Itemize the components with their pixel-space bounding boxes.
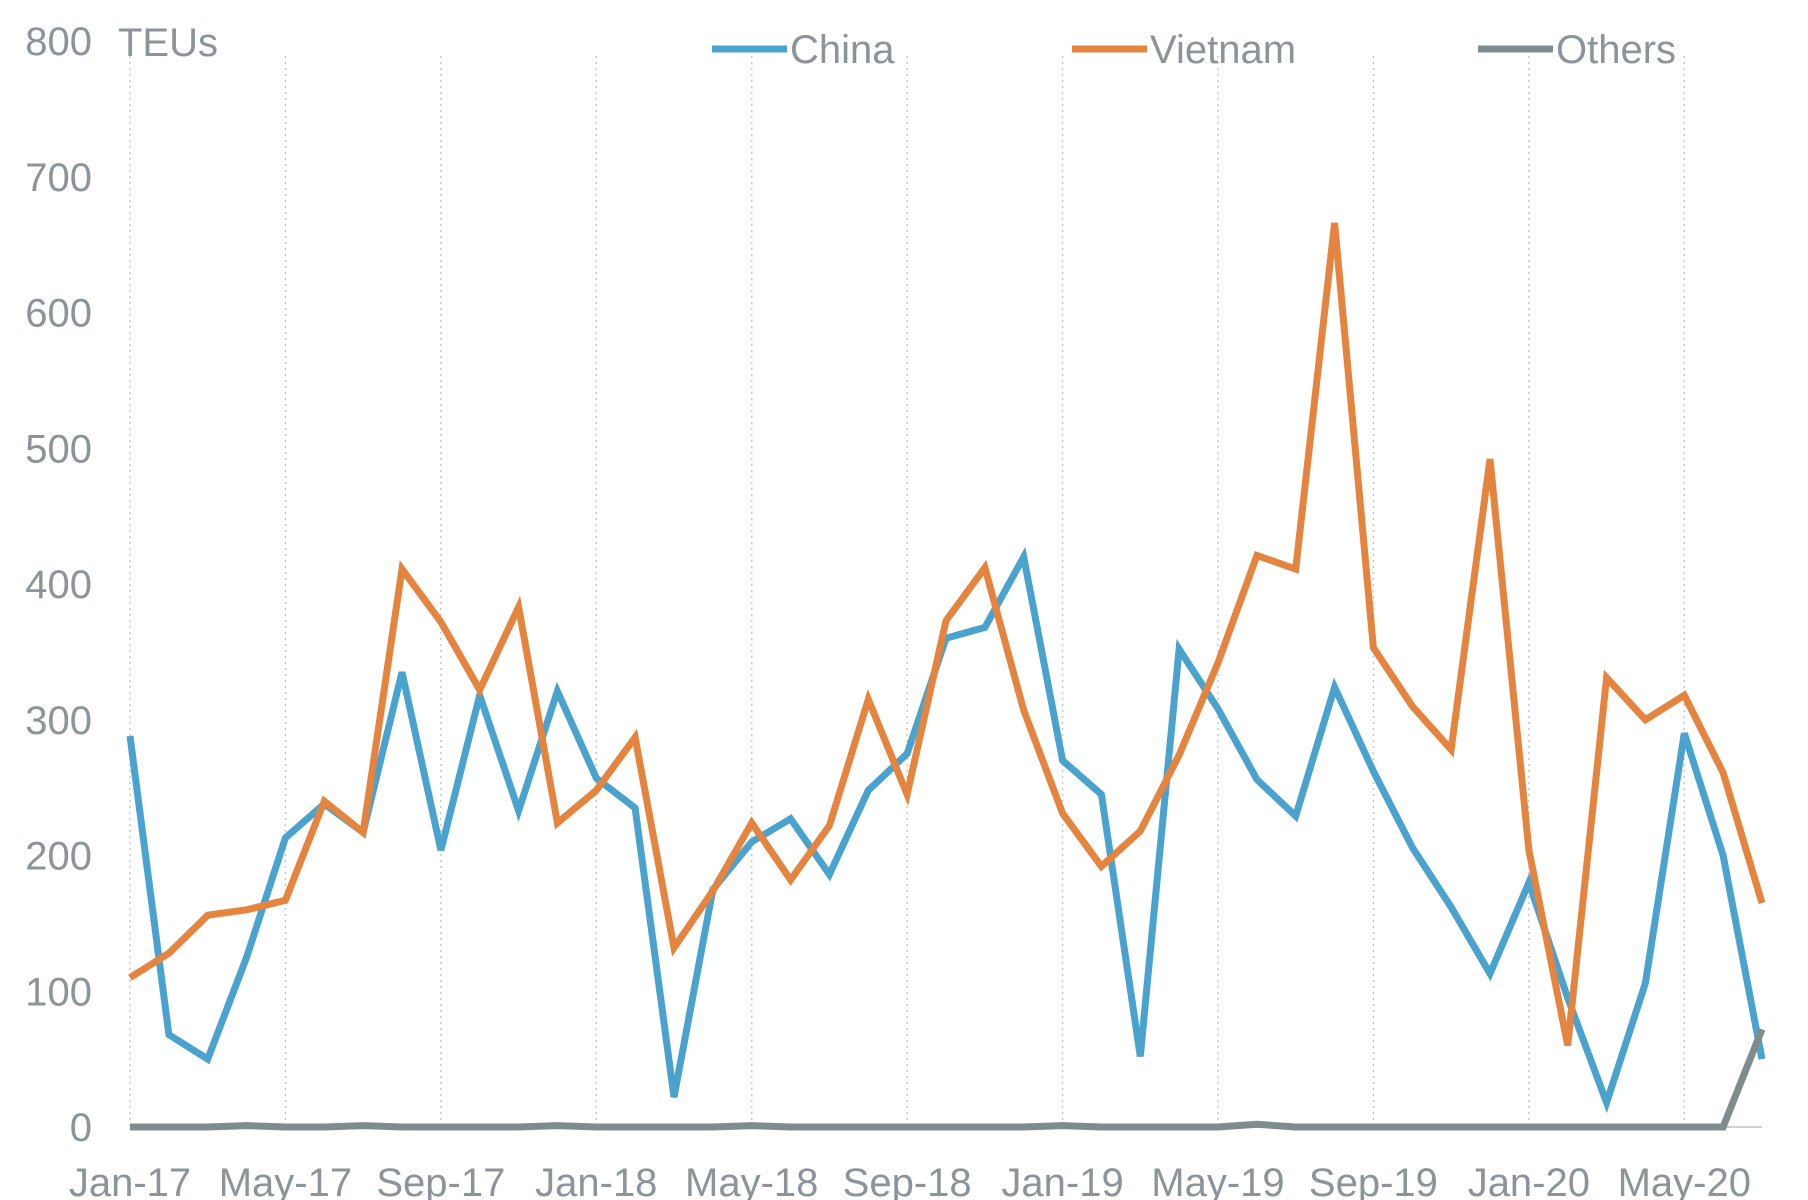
- x-tick-label: Sep-17: [376, 1161, 505, 1200]
- gridlines: [129, 56, 1686, 1127]
- x-tick-label: Jan-19: [1001, 1161, 1123, 1200]
- y-tick-label: 400: [25, 563, 92, 607]
- y-tick-label: 600: [25, 292, 92, 336]
- x-tick-label: Jan-18: [535, 1161, 657, 1200]
- x-tick-label: May-19: [1151, 1161, 1284, 1200]
- x-tick-label: May-17: [219, 1161, 352, 1200]
- y-tick-label: 0: [70, 1106, 92, 1150]
- series-line-china: [126, 546, 1766, 1114]
- x-tick-label: Jan-17: [69, 1161, 191, 1200]
- legend-label-china: China: [790, 28, 895, 72]
- x-tick-label: Sep-19: [1309, 1161, 1438, 1200]
- y-tick-label: 800: [25, 20, 92, 64]
- y-tick-label: 100: [25, 970, 92, 1014]
- legend: China Vietnam Others: [712, 28, 1676, 72]
- x-tick-label: Jan-20: [1468, 1161, 1590, 1200]
- y-tick-label: 700: [25, 156, 92, 200]
- series-line-others: [130, 1028, 1766, 1131]
- x-tick-label: May-18: [685, 1161, 818, 1200]
- y-axis-unit-label: TEUs: [118, 21, 218, 65]
- legend-label-vietnam: Vietnam: [1150, 28, 1296, 72]
- axes: Jan-17 May-17 Sep-17 Jan-18 May-18 Sep-18 Jan-…: [25, 20, 1762, 1200]
- y-tick-label: 200: [25, 835, 92, 879]
- series-lines: [126, 222, 1766, 1131]
- legend-label-others: Others: [1556, 28, 1676, 72]
- y-tick-label: 300: [25, 699, 92, 743]
- x-tick-label: May-20: [1618, 1161, 1751, 1200]
- x-tick-label: Sep-18: [843, 1161, 972, 1200]
- series-line-vietnam: [128, 222, 1766, 1047]
- y-tick-label: 500: [25, 427, 92, 471]
